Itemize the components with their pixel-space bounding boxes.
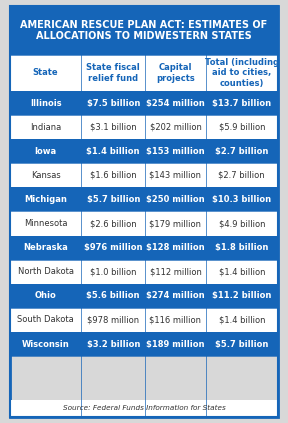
Text: $1.0 billion: $1.0 billion [90,267,137,276]
Text: $116 million: $116 million [149,316,202,324]
Text: AMERICAN RESCUE PLAN ACT: ESTIMATES OF
ALLOCATIONS TO MIDWESTERN STATES: AMERICAN RESCUE PLAN ACT: ESTIMATES OF A… [20,20,268,41]
Bar [10,163,278,187]
Text: $976 million: $976 million [84,243,143,252]
Text: Capital
projects: Capital projects [156,63,195,82]
Bar [10,332,278,356]
Text: Nebraska: Nebraska [23,243,68,252]
Bar [10,91,278,115]
Text: South Dakota: South Dakota [17,316,74,324]
Bar [10,284,278,308]
Text: $128 million: $128 million [146,243,205,252]
Bar [10,139,278,163]
Text: $11.2 billion: $11.2 billion [212,291,272,300]
Text: $2.7 billion: $2.7 billion [215,147,268,156]
Text: $179 million: $179 million [149,219,202,228]
Bar [10,115,278,139]
Bar [10,6,278,55]
Bar [10,260,278,284]
Text: $1.4 billion: $1.4 billion [219,267,265,276]
Text: $1.4 billion: $1.4 billion [86,147,140,156]
Text: $10.3 billion: $10.3 billion [212,195,271,204]
Bar [10,187,278,212]
Text: $250 million: $250 million [146,195,205,204]
Text: $202 million: $202 million [149,123,201,132]
Text: State: State [33,69,58,77]
Text: $153 million: $153 million [146,147,205,156]
Text: $7.5 billion: $7.5 billion [86,99,140,107]
Text: Michigan: Michigan [24,195,67,204]
Bar [10,212,278,236]
Text: $5.7 billion: $5.7 billion [215,340,268,349]
Bar [10,308,278,332]
Text: $5.9 billion: $5.9 billion [219,123,265,132]
Text: Total (including
aid to cities,
counties): Total (including aid to cities, counties… [205,58,279,88]
Text: Minnesota: Minnesota [24,219,67,228]
Text: $254 million: $254 million [146,99,205,107]
Text: $112 million: $112 million [149,267,201,276]
Text: $3.1 billion: $3.1 billion [90,123,137,132]
Bar [10,55,278,91]
Text: Source: Federal Funds Information for States: Source: Federal Funds Information for St… [62,405,226,411]
Text: $1.8 billion: $1.8 billion [215,243,268,252]
Text: $1.4 billion: $1.4 billion [219,316,265,324]
Text: $5.7 billion: $5.7 billion [86,195,140,204]
Text: $3.2 billion: $3.2 billion [86,340,140,349]
Text: Wisconsin: Wisconsin [22,340,69,349]
Text: $143 million: $143 million [149,171,202,180]
Text: $5.6 billion: $5.6 billion [86,291,140,300]
Text: $4.9 billion: $4.9 billion [219,219,265,228]
Text: State fiscal
relief fund: State fiscal relief fund [86,63,140,82]
Bar [10,236,278,260]
Text: Ohio: Ohio [35,291,56,300]
Text: $978 million: $978 million [87,316,139,324]
Text: $189 million: $189 million [146,340,205,349]
Text: $274 million: $274 million [146,291,205,300]
Text: $2.6 billion: $2.6 billion [90,219,137,228]
Text: $1.6 billion: $1.6 billion [90,171,137,180]
Text: $2.7 billion: $2.7 billion [219,171,265,180]
Text: Indiana: Indiana [30,123,61,132]
Text: $13.7 billion: $13.7 billion [212,99,271,107]
Text: Iowa: Iowa [35,147,57,156]
Text: North Dakota: North Dakota [18,267,73,276]
Text: Kansas: Kansas [31,171,60,180]
Text: Illinois: Illinois [30,99,61,107]
Bar [10,400,278,417]
